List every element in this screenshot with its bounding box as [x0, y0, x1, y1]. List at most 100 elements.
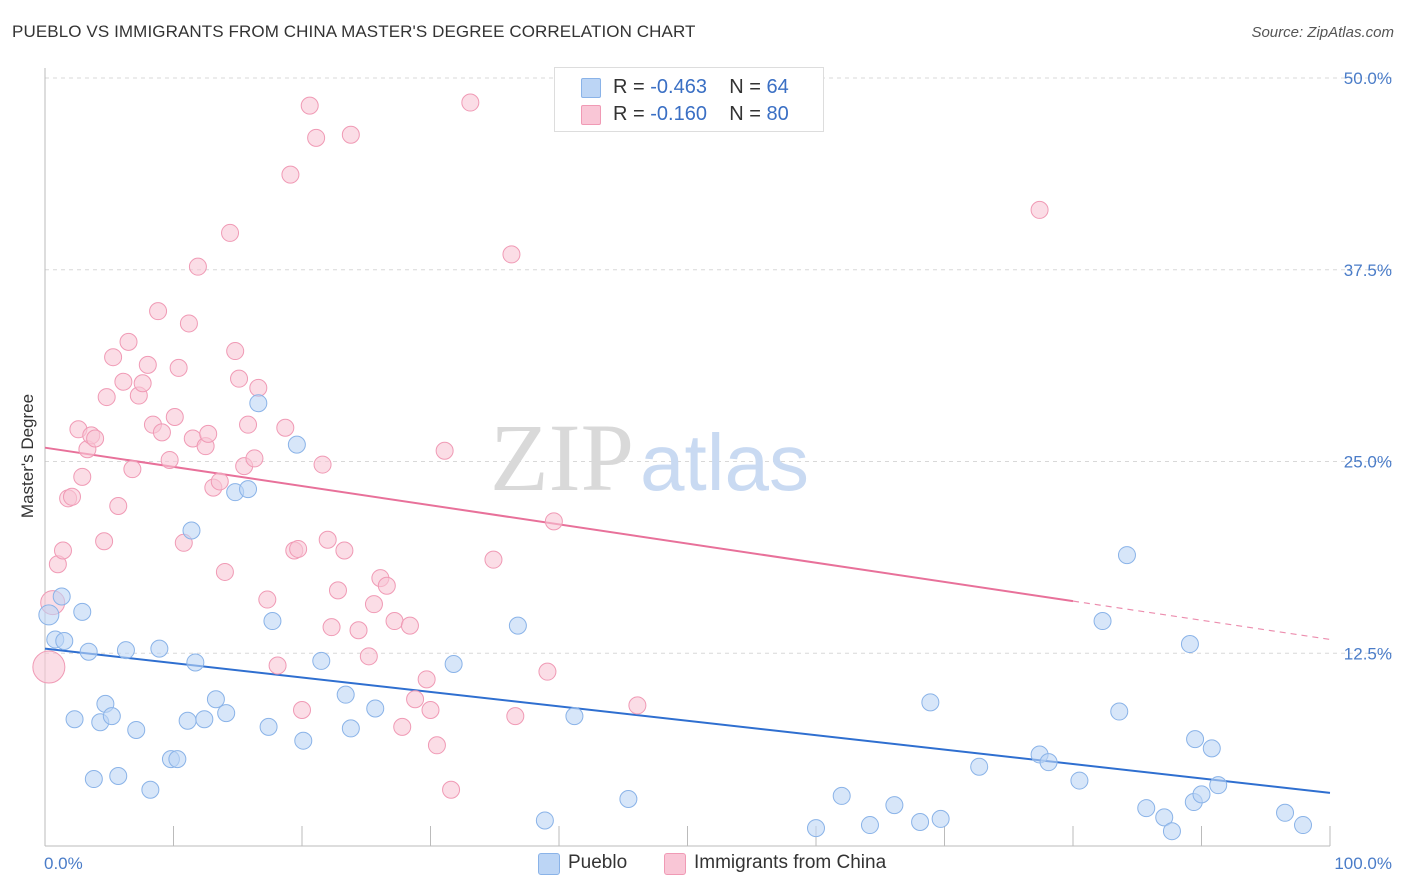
pueblo-point	[217, 704, 236, 723]
pueblo-point	[84, 770, 103, 789]
pueblo-point	[239, 480, 258, 499]
pueblo-swatch	[581, 78, 601, 98]
pueblo-point	[860, 816, 879, 835]
pueblo-point	[102, 707, 121, 726]
china-point	[341, 125, 360, 144]
pueblo-r-label: R =	[613, 76, 651, 98]
bottom-china-swatch	[664, 853, 686, 875]
pueblo-point	[1209, 776, 1228, 795]
china-point	[364, 595, 383, 614]
china-point	[230, 369, 249, 388]
china-point	[276, 418, 295, 437]
china-point	[349, 621, 368, 640]
china-point	[221, 223, 240, 242]
china-point	[417, 670, 436, 689]
china-trend-line-extension	[1072, 600, 1331, 641]
pueblo-points	[38, 394, 1313, 841]
pueblo-point	[127, 720, 146, 739]
china-point	[188, 257, 207, 276]
china-point	[165, 408, 184, 427]
pueblo-point	[52, 587, 71, 606]
pueblo-point	[109, 766, 128, 785]
china-point	[160, 450, 179, 469]
china-point	[210, 472, 229, 491]
pueblo-point	[312, 651, 331, 670]
china-n-value: 80	[766, 103, 789, 125]
axes	[44, 68, 1331, 847]
y-tick-label: 37.5%	[1344, 261, 1392, 280]
x-tick-label: 100.0%	[1334, 854, 1392, 873]
china-point	[249, 378, 268, 397]
china-point	[119, 332, 138, 351]
watermark-zip: ZIP	[490, 404, 634, 511]
china-point	[123, 460, 142, 479]
pueblo-point	[1155, 808, 1174, 827]
chart-title: PUEBLO VS IMMIGRANTS FROM CHINA MASTER'S…	[12, 22, 696, 41]
pueblo-point	[249, 394, 268, 413]
pueblo-point	[1180, 635, 1199, 654]
china-point	[427, 736, 446, 755]
china-point	[461, 93, 480, 112]
bottom-pueblo-label: Pueblo	[568, 852, 628, 873]
china-point	[502, 245, 521, 264]
china-point	[421, 701, 440, 720]
china-swatch	[581, 105, 601, 125]
pueblo-point	[150, 639, 169, 658]
pueblo-point	[565, 707, 584, 726]
china-point	[169, 358, 188, 377]
y-tick-label: 12.5%	[1344, 644, 1392, 663]
pueblo-point	[336, 685, 355, 704]
china-point	[73, 467, 92, 486]
pueblo-point	[116, 641, 135, 660]
pueblo-point	[619, 789, 638, 808]
grid-lines	[45, 77, 1392, 654]
china-point	[544, 512, 563, 531]
china-point	[359, 647, 378, 666]
china-point	[538, 662, 557, 681]
china-point	[313, 455, 332, 474]
pueblo-n-value: 64	[766, 76, 789, 98]
china-point	[215, 562, 234, 581]
china-point	[152, 423, 171, 442]
pueblo-point	[1110, 702, 1129, 721]
pueblo-point	[1137, 799, 1156, 818]
china-points	[32, 93, 1049, 799]
pueblo-point	[921, 693, 940, 712]
china-point	[32, 650, 66, 684]
pueblo-trend-line	[44, 647, 1331, 794]
pueblo-point	[263, 612, 282, 631]
pueblo-point	[807, 819, 825, 838]
pueblo-point	[1117, 546, 1136, 565]
pueblo-point	[294, 731, 313, 750]
pueblo-point	[65, 710, 84, 729]
china-point	[226, 342, 245, 361]
china-point	[289, 539, 308, 558]
pueblo-point	[1162, 822, 1181, 841]
pueblo-point	[970, 757, 989, 776]
pueblo-point	[38, 604, 60, 626]
china-point	[86, 429, 105, 448]
pueblo-point	[206, 690, 225, 709]
pueblo-n-label: N =	[729, 76, 767, 98]
pueblo-point	[259, 717, 278, 736]
pueblo-point	[535, 811, 554, 830]
china-point	[53, 541, 72, 560]
pueblo-point	[79, 642, 98, 661]
china-point	[300, 96, 319, 115]
china-point	[245, 449, 264, 468]
watermark-atlas: atlas	[640, 418, 809, 507]
pueblo-point	[141, 780, 160, 799]
china-point	[506, 707, 525, 726]
china-point	[318, 530, 337, 549]
china-point	[335, 541, 354, 560]
pueblo-point	[1093, 612, 1112, 631]
pueblo-point	[178, 711, 197, 730]
pueblo-r-value: -0.463	[650, 76, 707, 98]
china-point	[484, 550, 503, 569]
china-point	[377, 576, 396, 595]
china-point	[628, 696, 647, 715]
tick-labels: 12.5% 25.0% 37.5% 50.0% 0.0% 100.0%	[44, 69, 1392, 873]
pueblo-point	[911, 812, 930, 831]
china-point	[109, 496, 128, 515]
pueblo-point	[366, 699, 385, 718]
